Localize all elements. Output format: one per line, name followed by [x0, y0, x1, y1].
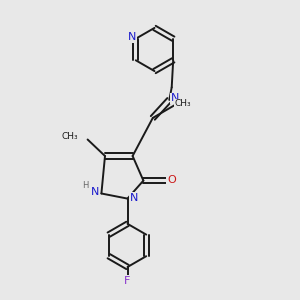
Text: O: O	[167, 175, 176, 185]
Text: F: F	[124, 276, 131, 286]
Text: H: H	[82, 182, 89, 190]
Text: CH₃: CH₃	[61, 132, 78, 141]
Text: N: N	[130, 193, 138, 203]
Text: CH₃: CH₃	[175, 99, 191, 108]
Text: N: N	[170, 93, 179, 103]
Text: N: N	[128, 32, 136, 42]
Text: N: N	[91, 187, 99, 197]
